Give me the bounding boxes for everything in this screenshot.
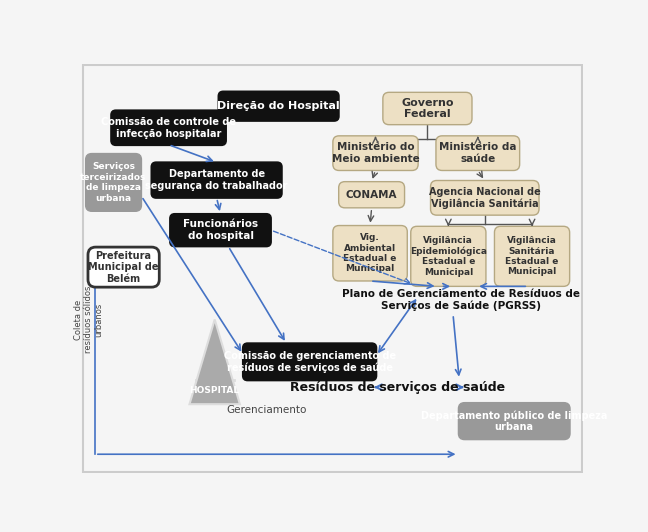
FancyBboxPatch shape <box>170 214 271 246</box>
Polygon shape <box>189 320 240 404</box>
Text: Gerenciamento: Gerenciamento <box>227 405 307 415</box>
Text: Vigilância
Epidemiológica
Estadual e
Municipal: Vigilância Epidemiológica Estadual e Mun… <box>410 236 487 277</box>
Text: Direção do Hospital: Direção do Hospital <box>217 101 340 111</box>
FancyBboxPatch shape <box>243 343 376 380</box>
Text: Funcionários
do hospital: Funcionários do hospital <box>183 219 258 241</box>
FancyBboxPatch shape <box>339 181 404 208</box>
Text: Comissão de gerenciamento de
resíduos de serviços de saúde: Comissão de gerenciamento de resíduos de… <box>224 351 396 373</box>
Text: Vig.
Ambiental
Estadual e
Municipal: Vig. Ambiental Estadual e Municipal <box>343 233 397 273</box>
FancyBboxPatch shape <box>383 93 472 124</box>
Text: Serviços
terceirizados
de limpeza
urbana: Serviços terceirizados de limpeza urbana <box>80 162 146 203</box>
Text: HOSPITAL: HOSPITAL <box>190 386 240 395</box>
FancyBboxPatch shape <box>436 136 520 170</box>
Text: Coleta de
resíduos sólidos
urbanos: Coleta de resíduos sólidos urbanos <box>74 286 104 353</box>
FancyBboxPatch shape <box>411 226 486 286</box>
Text: Governo
Federal: Governo Federal <box>401 98 454 119</box>
Text: Departamento público de limpeza
urbana: Departamento público de limpeza urbana <box>421 410 607 432</box>
Text: Agencia Nacional de
Vigilância Sanitária: Agencia Nacional de Vigilância Sanitária <box>429 187 540 209</box>
Text: CONAMA: CONAMA <box>346 190 397 200</box>
Text: Comissão de controle de
infecção hospitalar: Comissão de controle de infecção hospita… <box>101 117 236 138</box>
FancyBboxPatch shape <box>88 247 159 287</box>
FancyBboxPatch shape <box>458 403 570 439</box>
FancyBboxPatch shape <box>430 180 539 215</box>
FancyBboxPatch shape <box>333 136 418 170</box>
Text: Resíduos de serviços de saúde: Resíduos de serviços de saúde <box>290 381 505 394</box>
FancyBboxPatch shape <box>152 162 282 198</box>
Text: Departamento de
segurança do trabalhador: Departamento de segurança do trabalhador <box>145 169 288 191</box>
FancyBboxPatch shape <box>111 111 226 145</box>
FancyBboxPatch shape <box>218 92 339 121</box>
Text: Ministério da
saúde: Ministério da saúde <box>439 143 516 164</box>
FancyBboxPatch shape <box>82 65 582 472</box>
Text: Ministério do
Meio ambiente: Ministério do Meio ambiente <box>332 143 419 164</box>
Text: Plano de Gerenciamento de Resíduos de
Serviços de Saúde (PGRSS): Plano de Gerenciamento de Resíduos de Se… <box>341 289 580 311</box>
FancyBboxPatch shape <box>494 226 570 286</box>
Text: Prefeitura
Municipal de
Belém: Prefeitura Municipal de Belém <box>88 251 159 284</box>
Text: Vigilância
Sanitária
Estadual e
Municipal: Vigilância Sanitária Estadual e Municipa… <box>505 236 559 277</box>
FancyBboxPatch shape <box>86 154 141 211</box>
FancyBboxPatch shape <box>333 226 408 281</box>
